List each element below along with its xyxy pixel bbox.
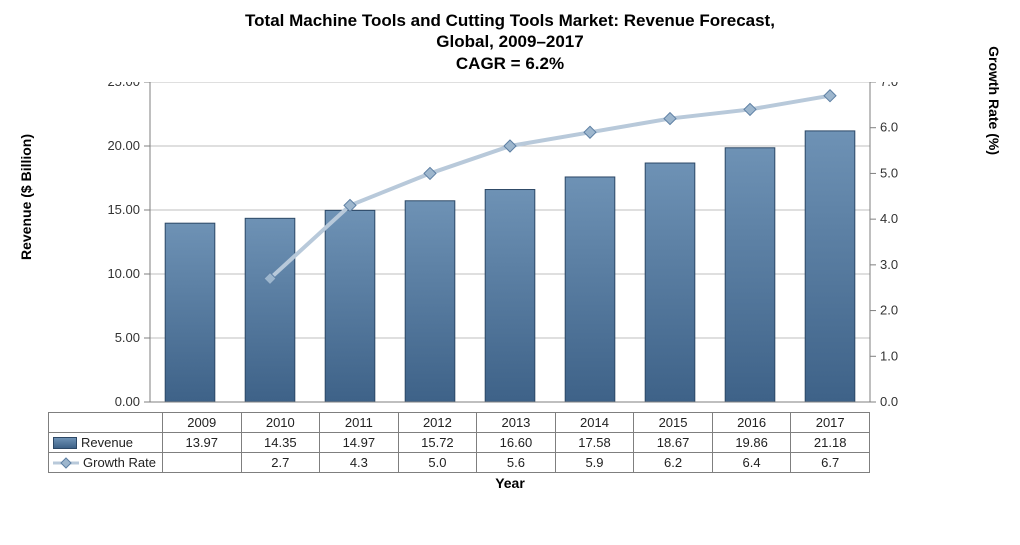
growth-marker	[744, 103, 756, 115]
y-axis-right-label: Growth Rate (%)	[986, 46, 1002, 155]
legend-cell: Growth Rate	[49, 452, 163, 472]
table-cell: 18.67	[634, 432, 713, 452]
svg-text:5.00: 5.00	[115, 330, 140, 345]
chart-title: Total Machine Tools and Cutting Tools Ma…	[0, 0, 1020, 74]
y-axis-left-label: Revenue ($ Billion)	[18, 134, 34, 260]
table-cell: 4.3	[320, 452, 399, 472]
revenue-bar	[405, 201, 455, 402]
revenue-bar	[725, 148, 775, 402]
revenue-bar	[245, 218, 295, 402]
legend-cell: Revenue	[49, 432, 163, 452]
table-cell: 2015	[634, 412, 713, 432]
svg-text:6.0: 6.0	[880, 119, 898, 134]
legend-cell	[49, 412, 163, 432]
table-cell: 14.35	[241, 432, 320, 452]
svg-text:1.0: 1.0	[880, 348, 898, 363]
revenue-bar	[165, 223, 215, 402]
x-axis-label: Year	[0, 475, 1020, 491]
table-cell: 6.7	[791, 452, 870, 472]
revenue-bar	[325, 210, 375, 402]
growth-marker	[664, 112, 676, 124]
svg-text:7.0: 7.0	[880, 82, 898, 89]
table-cell: 15.72	[398, 432, 477, 452]
table-cell: 6.2	[634, 452, 713, 472]
growth-marker	[584, 126, 596, 138]
table-cell: 17.58	[555, 432, 634, 452]
table-cell: 13.97	[162, 432, 241, 452]
growth-marker	[824, 89, 836, 101]
svg-text:2.0: 2.0	[880, 302, 898, 317]
table-cell: 6.4	[712, 452, 791, 472]
revenue-bar	[565, 177, 615, 402]
svg-text:0.00: 0.00	[115, 394, 140, 409]
table-cell: 5.0	[398, 452, 477, 472]
title-line-1: Total Machine Tools and Cutting Tools Ma…	[245, 11, 775, 30]
data-table: 200920102011201220132014201520162017 Reve…	[48, 412, 870, 473]
table-cell	[162, 452, 241, 472]
svg-text:20.00: 20.00	[107, 138, 140, 153]
revenue-bar	[645, 163, 695, 402]
svg-text:0.0: 0.0	[880, 394, 898, 409]
table-cell: 14.97	[320, 432, 399, 452]
svg-text:10.00: 10.00	[107, 266, 140, 281]
svg-text:4.0: 4.0	[880, 211, 898, 226]
chart-container: Total Machine Tools and Cutting Tools Ma…	[0, 0, 1020, 545]
table-cell: 16.60	[477, 432, 556, 452]
table-cell: 2011	[320, 412, 399, 432]
table-cell: 2013	[477, 412, 556, 432]
table-cell: 21.18	[791, 432, 870, 452]
svg-text:5.0: 5.0	[880, 165, 898, 180]
table-cell: 2009	[162, 412, 241, 432]
table-cell: 5.9	[555, 452, 634, 472]
growth-marker	[504, 140, 516, 152]
growth-marker	[424, 167, 436, 179]
table-cell: 2012	[398, 412, 477, 432]
table-cell: 19.86	[712, 432, 791, 452]
table-cell: 2017	[791, 412, 870, 432]
chart-svg: 0.00 5.00 10.00 15.00 20.00 25.00 0.0 1.0 2.0 3.0…	[40, 82, 980, 412]
table-cell: 2.7	[241, 452, 320, 472]
svg-text:25.00: 25.00	[107, 82, 140, 89]
revenue-bar	[805, 131, 855, 402]
svg-text:15.00: 15.00	[107, 202, 140, 217]
table-cell: 2016	[712, 412, 791, 432]
svg-text:3.0: 3.0	[880, 257, 898, 272]
table-cell: 5.6	[477, 452, 556, 472]
revenue-bar	[485, 189, 535, 401]
title-line-2: Global, 2009–2017	[436, 32, 583, 51]
table-cell: 2010	[241, 412, 320, 432]
chart-plot-area: 0.00 5.00 10.00 15.00 20.00 25.00 0.0 1.0 2.0 3.0…	[40, 82, 980, 412]
table-cell: 2014	[555, 412, 634, 432]
title-line-3: CAGR = 6.2%	[456, 54, 564, 73]
